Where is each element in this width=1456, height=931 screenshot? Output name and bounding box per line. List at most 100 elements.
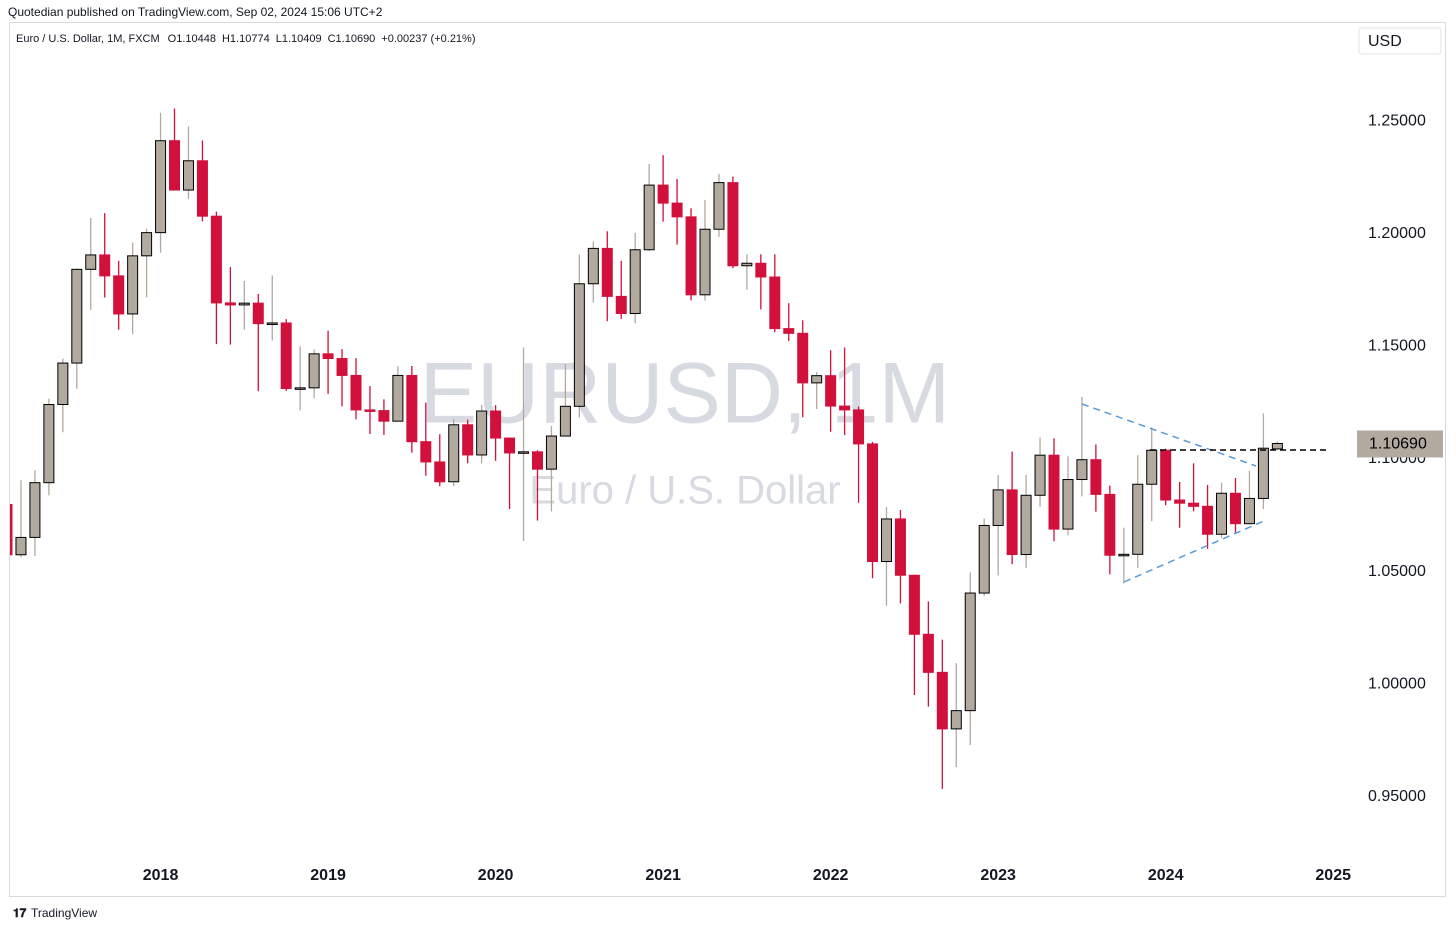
candle-body bbox=[350, 374, 362, 411]
candle-body bbox=[1257, 447, 1269, 499]
candle-body bbox=[699, 228, 711, 296]
candle-body bbox=[238, 302, 250, 306]
ohlc-value: O1.10448 bbox=[168, 33, 216, 45]
candle-body bbox=[573, 283, 585, 407]
x-tick-label: 2022 bbox=[813, 867, 849, 884]
currency: USD bbox=[1368, 33, 1402, 50]
candle-body bbox=[196, 160, 208, 217]
candle-body bbox=[85, 254, 97, 270]
logo: 𝟏𝟕 bbox=[13, 906, 27, 920]
candle-body bbox=[266, 322, 278, 325]
footer: TradingView bbox=[31, 906, 97, 920]
candle-body bbox=[127, 255, 139, 315]
y-tick-label: 1.05000 bbox=[1368, 563, 1426, 580]
candle-body bbox=[1090, 459, 1102, 495]
candle-body bbox=[15, 536, 27, 556]
candle-body bbox=[1202, 505, 1214, 535]
ohlc-value: L1.10409 bbox=[276, 33, 322, 45]
candle-body bbox=[685, 216, 697, 296]
candle-body bbox=[1243, 497, 1255, 525]
trendline bbox=[1081, 403, 1257, 467]
candle-body bbox=[392, 374, 404, 422]
candle-body bbox=[978, 524, 990, 594]
candle-body bbox=[99, 254, 111, 277]
candle-body bbox=[880, 518, 892, 563]
candle-body bbox=[1048, 454, 1060, 530]
symbol-title: Euro / U.S. Dollar, 1M, FXCM bbox=[16, 33, 160, 45]
candle-body bbox=[322, 353, 334, 360]
candle-body bbox=[182, 160, 194, 191]
candle-body bbox=[559, 405, 571, 437]
candle-body bbox=[308, 353, 320, 389]
candle-body bbox=[1229, 492, 1241, 525]
candle-body bbox=[294, 387, 306, 390]
candle-body bbox=[43, 404, 55, 484]
candle-body bbox=[908, 574, 920, 635]
candle-body bbox=[713, 182, 725, 230]
y-tick-label: 0.95000 bbox=[1368, 788, 1426, 805]
candle-body bbox=[113, 275, 125, 315]
candle-body bbox=[29, 482, 41, 538]
candle-body bbox=[601, 247, 613, 297]
candle-body bbox=[224, 302, 236, 306]
currency-box[interactable] bbox=[1358, 27, 1442, 55]
candle-body bbox=[1006, 489, 1018, 556]
candle-body bbox=[448, 424, 460, 483]
candle-body bbox=[922, 633, 934, 673]
candle-body bbox=[1271, 442, 1283, 450]
candle-body bbox=[894, 518, 906, 576]
x-tick-label: 2020 bbox=[478, 867, 514, 884]
candle-body bbox=[1132, 483, 1144, 555]
candle-body bbox=[336, 358, 348, 376]
y-tick-label: 1.00000 bbox=[1368, 676, 1426, 693]
candle-body bbox=[531, 451, 543, 470]
candle-body bbox=[169, 140, 181, 191]
candle-body bbox=[434, 461, 446, 483]
drawings bbox=[1081, 403, 1330, 583]
x-tick-label: 2018 bbox=[143, 867, 179, 884]
published: Quotedian published on TradingView.com, … bbox=[8, 5, 383, 19]
candle-body bbox=[378, 410, 390, 422]
candle-body bbox=[727, 182, 739, 267]
frame bbox=[9, 22, 1446, 897]
candle-body bbox=[518, 451, 530, 454]
candle-body bbox=[545, 435, 557, 470]
candle-body bbox=[811, 375, 823, 384]
price-label-box bbox=[1357, 430, 1443, 458]
candle-body bbox=[657, 184, 669, 204]
x-tick-label: 2023 bbox=[980, 867, 1016, 884]
candle-body bbox=[1062, 479, 1074, 530]
candle-body bbox=[406, 374, 418, 443]
candle-body bbox=[992, 489, 1004, 526]
candle-body bbox=[839, 405, 851, 411]
candle-body bbox=[141, 232, 153, 257]
candle-body bbox=[1034, 454, 1046, 496]
candle-body bbox=[797, 332, 809, 384]
candles bbox=[10, 108, 1283, 789]
candle-body bbox=[1174, 499, 1186, 504]
candle-body bbox=[420, 441, 432, 463]
candle-body bbox=[755, 262, 767, 278]
trendline bbox=[1123, 519, 1267, 583]
watermark-subtitle: Euro / U.S. Dollar bbox=[529, 469, 840, 513]
candle-body bbox=[867, 443, 879, 563]
candle-body bbox=[1118, 553, 1130, 557]
candle-body bbox=[1104, 493, 1116, 556]
ohlc-value: +0.00237 (+0.21%) bbox=[381, 33, 475, 45]
y-tick-label: 1.15000 bbox=[1368, 338, 1426, 355]
candle-body bbox=[936, 671, 948, 730]
candle-body bbox=[364, 409, 376, 412]
candle-body bbox=[476, 410, 488, 456]
candle-body bbox=[741, 262, 753, 267]
y-tick-label: 1.25000 bbox=[1368, 112, 1426, 129]
candle-body bbox=[1020, 494, 1032, 556]
candle-body bbox=[853, 409, 865, 445]
candle-body bbox=[1160, 449, 1172, 501]
candle-body bbox=[964, 592, 976, 712]
candle-body bbox=[587, 247, 599, 285]
candle-body bbox=[950, 710, 962, 730]
candle-body bbox=[643, 184, 655, 251]
candle-body bbox=[155, 140, 167, 234]
candle-body bbox=[1146, 449, 1158, 485]
x-tick-label: 2024 bbox=[1148, 867, 1184, 884]
